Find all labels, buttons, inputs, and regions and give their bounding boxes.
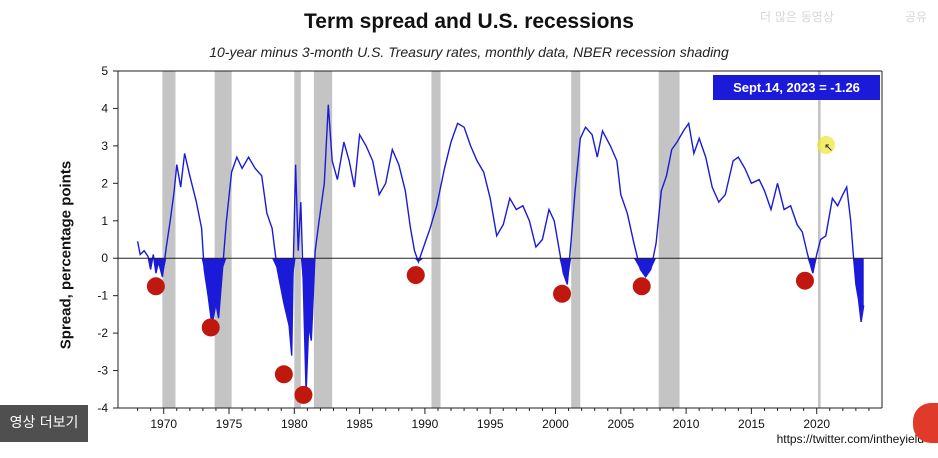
inversion-marker-1 bbox=[201, 318, 220, 337]
inversion-marker-7 bbox=[795, 271, 814, 290]
y-tick-label--2: -2 bbox=[97, 326, 108, 340]
recession-band-4 bbox=[431, 71, 441, 408]
x-tick-label-1990: 1990 bbox=[412, 417, 439, 431]
x-tick-label-1975: 1975 bbox=[216, 417, 243, 431]
x-tick-label-2010: 2010 bbox=[673, 417, 700, 431]
x-tick-label-1970: 1970 bbox=[150, 417, 177, 431]
x-tick-label-2015: 2015 bbox=[738, 417, 765, 431]
inversion-marker-2 bbox=[274, 365, 293, 384]
y-tick-label-5: 5 bbox=[101, 64, 108, 78]
y-tick-label--1: -1 bbox=[97, 289, 108, 303]
cursor-highlight bbox=[817, 136, 835, 154]
cursor-arrow-icon: ↖ bbox=[824, 141, 834, 154]
more-videos-button[interactable]: 영상 더보기 bbox=[0, 405, 88, 442]
latest-value-annotation: Sept.14, 2023 = -1.26 bbox=[713, 75, 880, 100]
inversion-marker-4 bbox=[406, 266, 425, 285]
inversion-marker-3 bbox=[294, 385, 313, 404]
y-tick-label--3: -3 bbox=[97, 364, 108, 378]
chart-subtitle: 10-year minus 3-month U.S. Treasury rate… bbox=[209, 44, 729, 60]
source-credit: https://twitter.com/intheyield bbox=[776, 432, 924, 446]
y-tick-label-2: 2 bbox=[101, 176, 108, 190]
y-tick-label--4: -4 bbox=[97, 401, 108, 415]
y-tick-label-1: 1 bbox=[101, 214, 108, 228]
inversion-marker-6 bbox=[632, 277, 651, 296]
background-caption-left: 더 많은 동영상 bbox=[760, 10, 834, 24]
inversion-marker-0 bbox=[146, 277, 165, 296]
x-tick-label-1980: 1980 bbox=[281, 417, 308, 431]
negative-spread-fill bbox=[137, 258, 864, 394]
spread-series-line bbox=[136, 104, 865, 394]
x-tick-label-1985: 1985 bbox=[346, 417, 373, 431]
recession-band-3 bbox=[313, 71, 333, 408]
chart-title: Term spread and U.S. recessions bbox=[304, 10, 634, 33]
x-tick-label-2005: 2005 bbox=[607, 417, 634, 431]
x-tick-label-2000: 2000 bbox=[542, 417, 569, 431]
recession-band-7 bbox=[818, 71, 821, 408]
y-tick-label-3: 3 bbox=[101, 139, 108, 153]
y-tick-label-4: 4 bbox=[101, 101, 108, 115]
play-button[interactable] bbox=[913, 403, 938, 443]
recession-band-5 bbox=[571, 71, 581, 408]
inversion-marker-5 bbox=[553, 284, 572, 303]
recession-band-6 bbox=[658, 71, 680, 408]
recession-band-0 bbox=[162, 71, 176, 408]
x-tick-label-1995: 1995 bbox=[477, 417, 504, 431]
recession-band-1 bbox=[214, 71, 232, 408]
x-tick-label-2020: 2020 bbox=[803, 417, 830, 431]
background-caption-right: 공유 bbox=[905, 10, 928, 24]
y-tick-label-0: 0 bbox=[101, 251, 108, 265]
